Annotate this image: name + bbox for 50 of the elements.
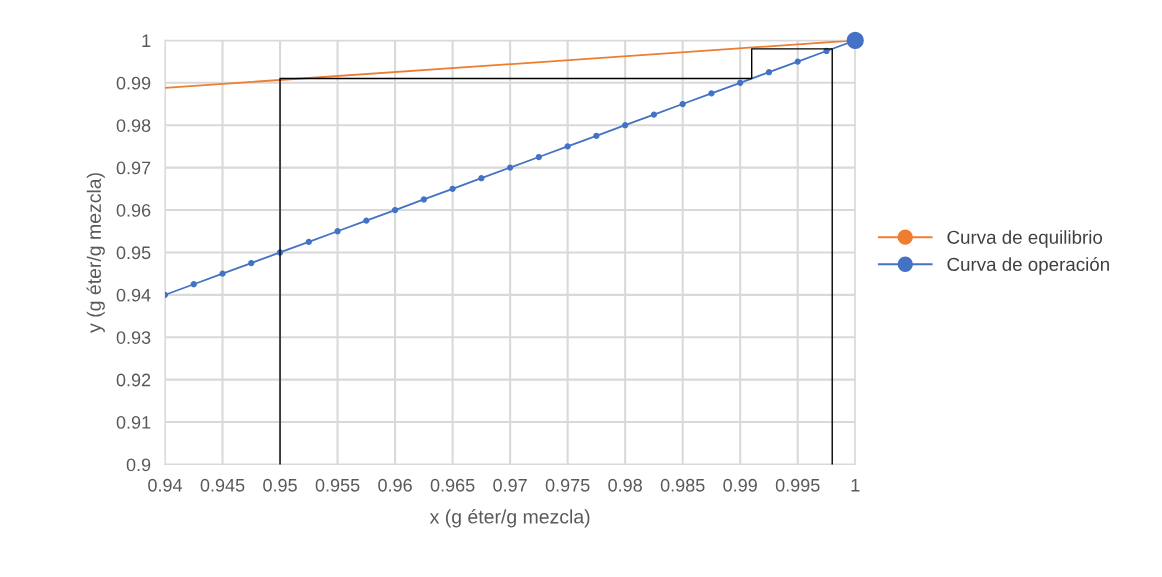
point [219, 270, 226, 277]
point [622, 122, 629, 129]
legend-label: Curva de equilibrio [947, 230, 1103, 248]
x-tick-label: 0.945 [200, 478, 245, 492]
point [564, 143, 571, 150]
x-tick-label: 0.975 [545, 478, 590, 492]
point [391, 206, 399, 214]
x-tick-label: 0.98 [608, 478, 642, 492]
point [334, 228, 341, 235]
point [449, 185, 456, 192]
x-tick-label: 0.94 [148, 478, 183, 492]
y-tick-label: 0.92 [116, 373, 151, 387]
point [363, 217, 370, 224]
legend-label: Curva de operación [947, 257, 1109, 275]
y-tick-label: 0.96 [116, 203, 151, 217]
point [593, 132, 600, 139]
x-tick-label: 0.995 [775, 478, 820, 492]
x-tick-label: 0.95 [263, 478, 297, 492]
x-tick-label: 0.99 [723, 478, 757, 492]
y-tick-label: 0.9 [126, 458, 151, 472]
x-axis-title: x (g éter/g mezcla) [429, 509, 590, 528]
y-tick-label: 0.97 [116, 161, 151, 175]
point [650, 111, 658, 118]
y-tick-label: 0.99 [116, 76, 151, 90]
point [506, 164, 514, 171]
point [794, 58, 801, 65]
y-tick-label: 0.95 [116, 246, 151, 260]
y-tick-label: 0.93 [116, 331, 151, 344]
point [679, 100, 686, 108]
x-tick-label: 0.96 [378, 478, 412, 492]
point [737, 79, 744, 86]
x-tick-label: 0.985 [660, 478, 705, 492]
point [305, 238, 312, 245]
x-tick-label: 1 [851, 479, 860, 492]
x-tick-label: 0.965 [430, 478, 475, 492]
point [420, 196, 427, 203]
y-tick-label: 0.94 [116, 288, 151, 302]
point [190, 281, 197, 288]
y-tick-label: 0.91 [116, 416, 151, 429]
point [478, 175, 485, 182]
point [535, 153, 543, 161]
y-tick-label: 0.98 [116, 119, 151, 132]
point [248, 259, 255, 267]
x-tick-label: 0.97 [493, 478, 527, 492]
x-tick-label: 0.955 [315, 478, 360, 492]
point [765, 69, 773, 76]
y-tick-label: 1 [142, 34, 151, 47]
y-axis-title: y (g éter/g mezcla) [86, 173, 105, 333]
point [846, 31, 864, 50]
point [708, 90, 715, 97]
